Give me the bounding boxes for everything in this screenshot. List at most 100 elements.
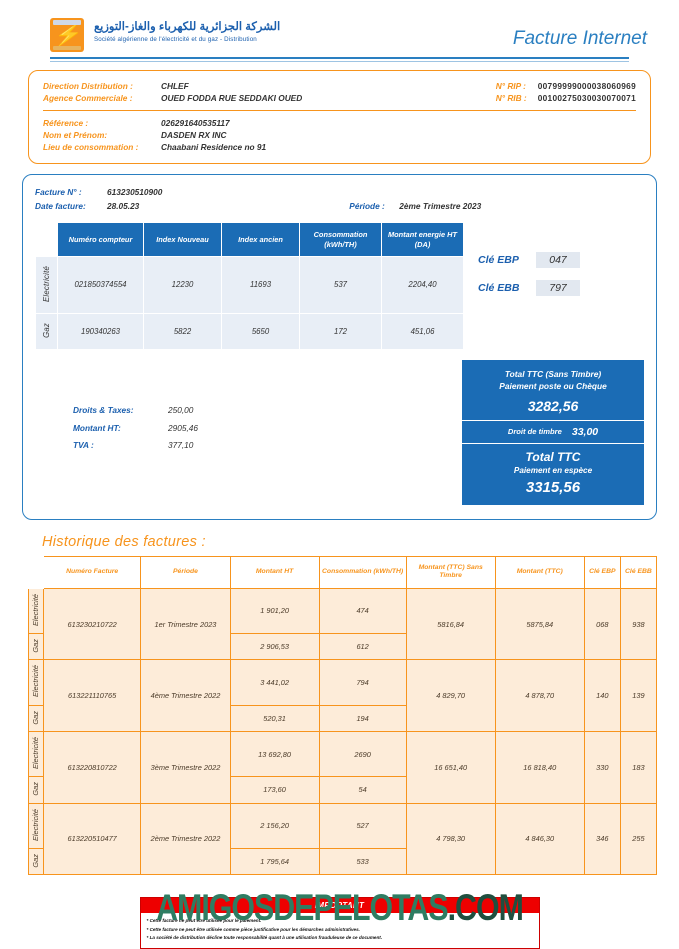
invoice-panel: Facture N° : 613230510900 Date facture: … bbox=[22, 174, 657, 520]
hist-cell-consommation: 2690 bbox=[318, 731, 407, 778]
hist-cell-cle-ebp: 068 bbox=[583, 587, 621, 661]
cle-ebb-label: Clé EBB bbox=[478, 282, 520, 295]
important-line: * La société de distribution décline tou… bbox=[146, 935, 383, 941]
historique-table: Numéro Facture Période Montant HT Consom… bbox=[28, 555, 658, 876]
table-row: Gaz 1 795,64 533 bbox=[28, 847, 657, 876]
table-row: Electricité 613220810722 3ème Trimestre 20… bbox=[28, 731, 658, 804]
hist-cell-ttc: 16 818,40 bbox=[494, 731, 585, 804]
table-row: Gaz 190340263 5822 5650 172 451,06 bbox=[35, 312, 464, 350]
hist-cell-montant-ht: 13 692,80 bbox=[229, 731, 320, 778]
hist-cell-montant-ht: 173,60 bbox=[229, 776, 320, 804]
hist-badge-header bbox=[28, 555, 44, 589]
periode-label: Période : bbox=[349, 201, 385, 212]
cle-ebp-label: Clé EBP bbox=[478, 254, 519, 267]
sonelgaz-logo-icon: ⚡ bbox=[50, 18, 84, 52]
brand-name-french: Société algérienne de l'électricité et d… bbox=[94, 36, 257, 43]
rib-label: N° RIB : bbox=[495, 93, 527, 104]
header-divider bbox=[50, 57, 629, 59]
hist-cell-ttc-sans-timbre: 4 798,30 bbox=[405, 802, 496, 876]
reference-row: Référence : 026291640535117 bbox=[43, 117, 636, 129]
hist-cell-periode: 4ème Trimestre 2022 bbox=[140, 659, 231, 733]
hist-cell-consommation: 474 bbox=[318, 587, 407, 634]
periode-value: 2ème Trimestre 2023 bbox=[399, 201, 482, 212]
hist-cell-consommation: 54 bbox=[318, 776, 407, 804]
montant-ht-row: Montant HT: 2905,46 bbox=[73, 420, 335, 438]
important-line: * Cette facture ne peut être utilisée po… bbox=[146, 918, 262, 924]
client-info-panel: Direction Distribution : CHLEF N° RIP : … bbox=[28, 70, 651, 165]
hist-badge-electricite: Electricité bbox=[28, 659, 44, 706]
hist-badge-gaz: Gaz bbox=[28, 704, 44, 733]
hist-cell-montant-ht: 2 906,53 bbox=[229, 632, 320, 661]
page-title: Facture Internet bbox=[512, 28, 647, 49]
cle-ebb-value: 797 bbox=[536, 280, 580, 297]
total-ttc: Total TTC Paiement en espèce 3315,56 bbox=[462, 443, 644, 505]
hist-cell-numero: 613221110765 bbox=[42, 659, 142, 733]
important-heading: IMPORTANT bbox=[140, 898, 539, 914]
cell-consommation: 172 bbox=[299, 312, 382, 350]
nom-row: Nom et Prénom: DASDEN RX INC bbox=[43, 129, 636, 141]
total-ttc-sans-timbre: Total TTC (Sans Timbre) Paiement poste o… bbox=[462, 359, 644, 420]
table-row: Electricité 613230210722 1er Trimestre 202… bbox=[28, 587, 658, 661]
historique-body: Electricité 613230210722 1er Trimestre 202… bbox=[28, 587, 658, 876]
cell-index-nouveau: 5822 bbox=[143, 312, 222, 350]
reference-value: 026291640535117 bbox=[161, 118, 230, 129]
montant-ht-label: Montant HT: bbox=[73, 422, 121, 433]
taxes-block: Droits & Taxes: 250,00 Montant HT: 2905,… bbox=[35, 360, 335, 505]
cell-index-ancien: 5650 bbox=[221, 312, 300, 350]
hist-cell-ttc: 4 878,70 bbox=[494, 659, 585, 733]
hist-badge-gaz: Gaz bbox=[28, 847, 44, 876]
hist-cell-numero: 613220810722 bbox=[42, 731, 142, 804]
cle-block: Clé EBP 047 Clé EBB 797 bbox=[478, 222, 580, 349]
hist-cell-consommation: 612 bbox=[318, 632, 407, 661]
lieu-value: Chaabani Residence no 91 bbox=[161, 142, 267, 153]
hist-cell-consommation: 194 bbox=[318, 704, 407, 733]
hist-col-ttc-sans-timbre: Montant (TTC) Sans Timbre bbox=[405, 555, 496, 589]
hist-col-montant-ht: Montant HT bbox=[229, 555, 320, 589]
hist-col-consommation: Consommation (kWh/TH) bbox=[318, 555, 407, 589]
col-index-ancien: Index ancien bbox=[221, 222, 300, 257]
hist-col-numero: Numéro Facture bbox=[42, 555, 142, 589]
hist-cell-consommation: 794 bbox=[318, 659, 407, 706]
reference-label: Référence : bbox=[43, 118, 89, 129]
cle-ebb-row: Clé EBB 797 bbox=[478, 280, 580, 297]
hist-cell-ttc-sans-timbre: 5816,84 bbox=[405, 587, 496, 661]
direction-row: Direction Distribution : CHLEF N° RIP : … bbox=[43, 80, 636, 92]
tva-label: TVA : bbox=[73, 440, 94, 451]
brand-block: الشركة الجزائرية للكهرباء والغاز-التوزيع… bbox=[94, 18, 280, 43]
invoice-lower-section: Droits & Taxes: 250,00 Montant HT: 2905,… bbox=[35, 359, 644, 505]
rib-row: N° RIB : 00100275030030070071 bbox=[496, 92, 636, 104]
table-row: Electricité 613220510477 2ème Trimestre 20… bbox=[28, 802, 658, 876]
document-header: ⚡ الشركة الجزائرية للكهرباء والغاز-التوز… bbox=[0, 0, 679, 52]
cell-compteur: 021850374554 bbox=[57, 255, 144, 314]
table-row: Gaz 520,31 194 bbox=[28, 704, 657, 733]
hist-cell-montant-ht: 3 441,02 bbox=[229, 659, 320, 706]
client-panel-divider bbox=[43, 110, 636, 112]
hist-cell-ttc: 5875,84 bbox=[494, 587, 585, 661]
col-montant-ht: Montant energie HT (DA) bbox=[381, 222, 464, 257]
table-row: Gaz 173,60 54 bbox=[28, 776, 657, 804]
header-divider-secondary bbox=[50, 61, 629, 62]
droits-taxes-value: 250,00 bbox=[168, 404, 194, 415]
watermark-main: AMIGOSDEPELOTAS bbox=[156, 887, 448, 928]
row-badge-gaz: Gaz bbox=[35, 312, 58, 350]
table-row: Electricité 613221110765 4ème Trimestre 20… bbox=[28, 659, 658, 733]
hist-badge-gaz: Gaz bbox=[28, 632, 44, 661]
hist-cell-cle-ebb: 139 bbox=[619, 659, 658, 733]
direction-value: CHLEF bbox=[161, 81, 189, 91]
hist-cell-consommation: 527 bbox=[318, 802, 407, 849]
cell-consommation: 537 bbox=[299, 255, 382, 314]
total-sans-timbre-amount: 3282,56 bbox=[527, 397, 579, 414]
hist-cell-consommation: 533 bbox=[318, 847, 407, 876]
total-ttc-sublabel: Paiement en espèce bbox=[513, 465, 593, 475]
historique-table-wrap: Numéro Facture Période Montant HT Consom… bbox=[28, 555, 658, 876]
hist-badge-gaz: Gaz bbox=[28, 776, 44, 804]
table-row: Gaz 2 906,53 612 bbox=[28, 632, 657, 661]
cell-index-ancien: 11693 bbox=[221, 255, 300, 314]
droit-de-timbre: Droit de timbre 33,00 bbox=[462, 419, 644, 444]
hist-badge-electricite: Electricité bbox=[28, 587, 44, 634]
watermark: AMIGOSDEPELOTAS.COM bbox=[61, 887, 618, 929]
important-line: * Cette facture ne peut être utilisée co… bbox=[146, 926, 360, 932]
hist-cell-montant-ht: 520,31 bbox=[229, 704, 320, 733]
hist-col-periode: Période bbox=[140, 555, 231, 589]
